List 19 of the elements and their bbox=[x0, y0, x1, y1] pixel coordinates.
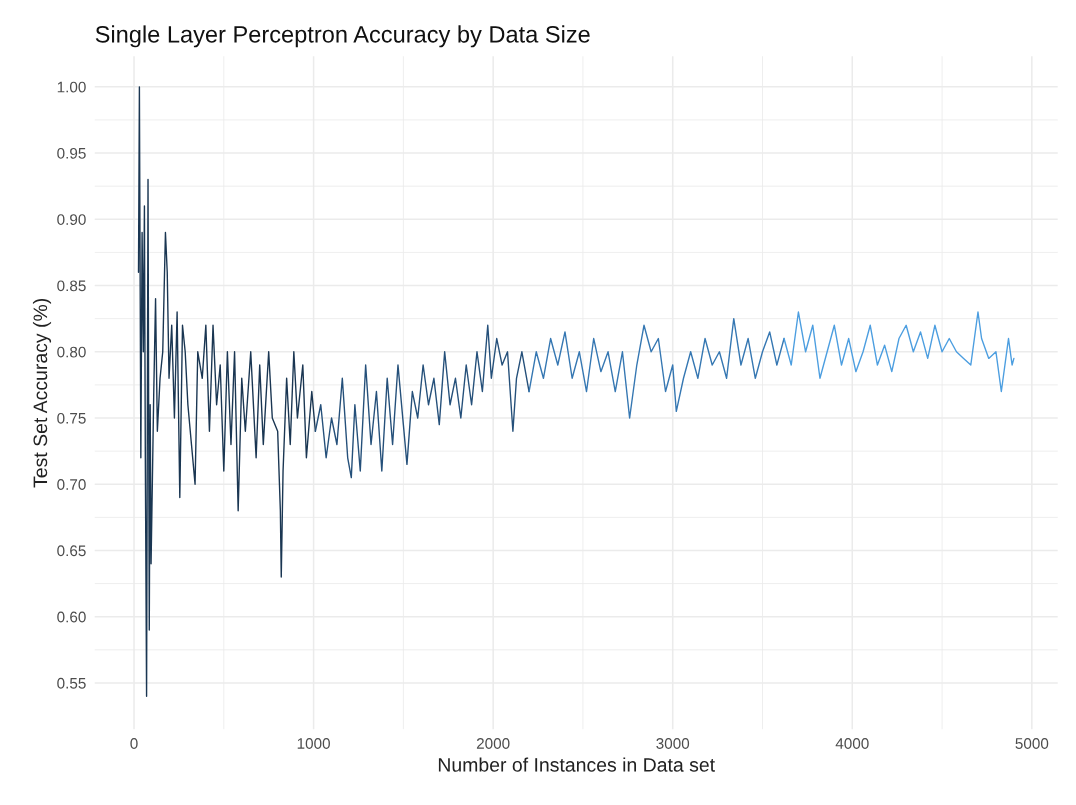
y-tick-label: 0.55 bbox=[57, 677, 86, 689]
y-tick-label: 0.65 bbox=[57, 545, 86, 557]
y-tick-label: 0.60 bbox=[57, 611, 86, 623]
x-tick-label: 4000 bbox=[835, 738, 869, 749]
x-tick-label: 0 bbox=[130, 738, 138, 749]
y-tick-label: 0.70 bbox=[57, 479, 86, 490]
x-tick-label: 5000 bbox=[1015, 738, 1049, 749]
x-tick-label: 2000 bbox=[476, 738, 510, 749]
x-tick-label: 1000 bbox=[297, 738, 330, 749]
y-tick-label: 0.95 bbox=[57, 147, 86, 159]
y-tick-label: 0.75 bbox=[57, 412, 86, 424]
x-axis-title: Number of Instances in Data set bbox=[438, 757, 715, 772]
y-tick-label: 0.85 bbox=[57, 280, 86, 292]
y-tick-label: 0.90 bbox=[57, 214, 86, 225]
x-tick-label: 3000 bbox=[656, 738, 690, 749]
chart-title: Single Layer Perceptron Accuracy by Data Size bbox=[95, 25, 590, 48]
y-tick-label: 1.00 bbox=[57, 81, 86, 93]
y-axis-title: Test Set Accuracy (%) bbox=[32, 298, 52, 488]
y-tick-label: 0.80 bbox=[57, 346, 86, 358]
